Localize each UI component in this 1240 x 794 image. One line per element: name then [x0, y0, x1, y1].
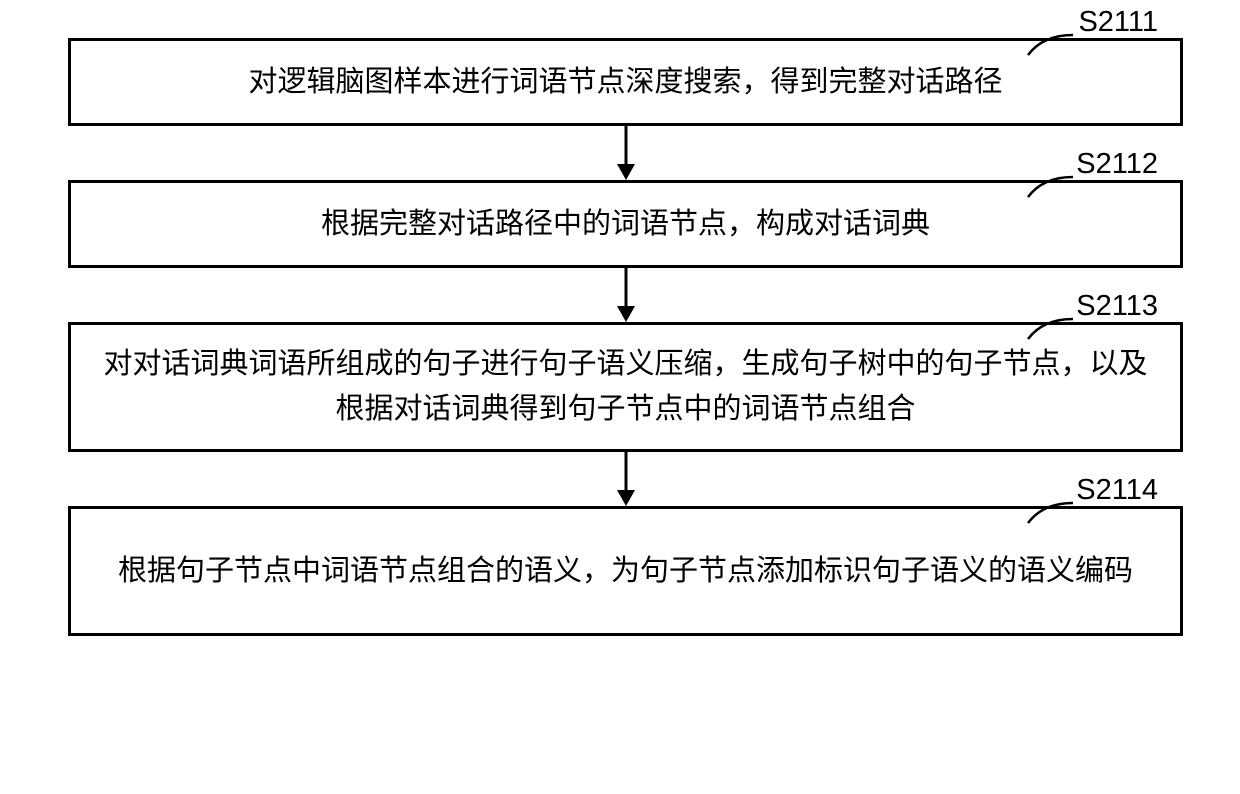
flowchart-container: S2111 对逻辑脑图样本进行词语节点深度搜索，得到完整对话路径 S2112 根…	[68, 38, 1183, 636]
step-4-container: S2114 根据句子节点中词语节点组合的语义，为句子节点添加标识句子语义的语义编…	[68, 506, 1183, 636]
label-connector-4	[1023, 498, 1083, 528]
label-connector-1	[1023, 30, 1083, 60]
step-label-2: S2112	[1076, 148, 1158, 181]
step-text-2: 根据完整对话路径中的词语节点，构成对话词典	[321, 202, 930, 247]
step-box-2: 根据完整对话路径中的词语节点，构成对话词典	[68, 180, 1183, 268]
step-box-1: 对逻辑脑图样本进行词语节点深度搜索，得到完整对话路径	[68, 38, 1183, 126]
arrow-down-icon	[611, 126, 641, 180]
step-1-container: S2111 对逻辑脑图样本进行词语节点深度搜索，得到完整对话路径	[68, 38, 1183, 126]
step-2-container: S2112 根据完整对话路径中的词语节点，构成对话词典	[68, 180, 1183, 268]
step-text-4: 根据句子节点中词语节点组合的语义，为句子节点添加标识句子语义的语义编码	[118, 549, 1133, 594]
arrow-down-icon	[611, 452, 641, 506]
step-text-1: 对逻辑脑图样本进行词语节点深度搜索，得到完整对话路径	[248, 60, 1002, 105]
arrow-2	[68, 268, 1183, 322]
step-text-3: 对对话词典词语所组成的句子进行句子语义压缩，生成句子树中的句子节点，以及根据对话…	[101, 342, 1150, 432]
step-box-4: 根据句子节点中词语节点组合的语义，为句子节点添加标识句子语义的语义编码	[68, 506, 1183, 636]
step-label-4: S2114	[1076, 474, 1158, 507]
arrow-3	[68, 452, 1183, 506]
step-label-1: S2111	[1078, 6, 1158, 39]
arrow-1	[68, 126, 1183, 180]
label-connector-2	[1023, 172, 1083, 202]
arrow-down-icon	[611, 268, 641, 322]
step-label-3: S2113	[1076, 290, 1158, 323]
step-3-container: S2113 对对话词典词语所组成的句子进行句子语义压缩，生成句子树中的句子节点，…	[68, 322, 1183, 452]
step-box-3: 对对话词典词语所组成的句子进行句子语义压缩，生成句子树中的句子节点，以及根据对话…	[68, 322, 1183, 452]
label-connector-3	[1023, 314, 1083, 344]
